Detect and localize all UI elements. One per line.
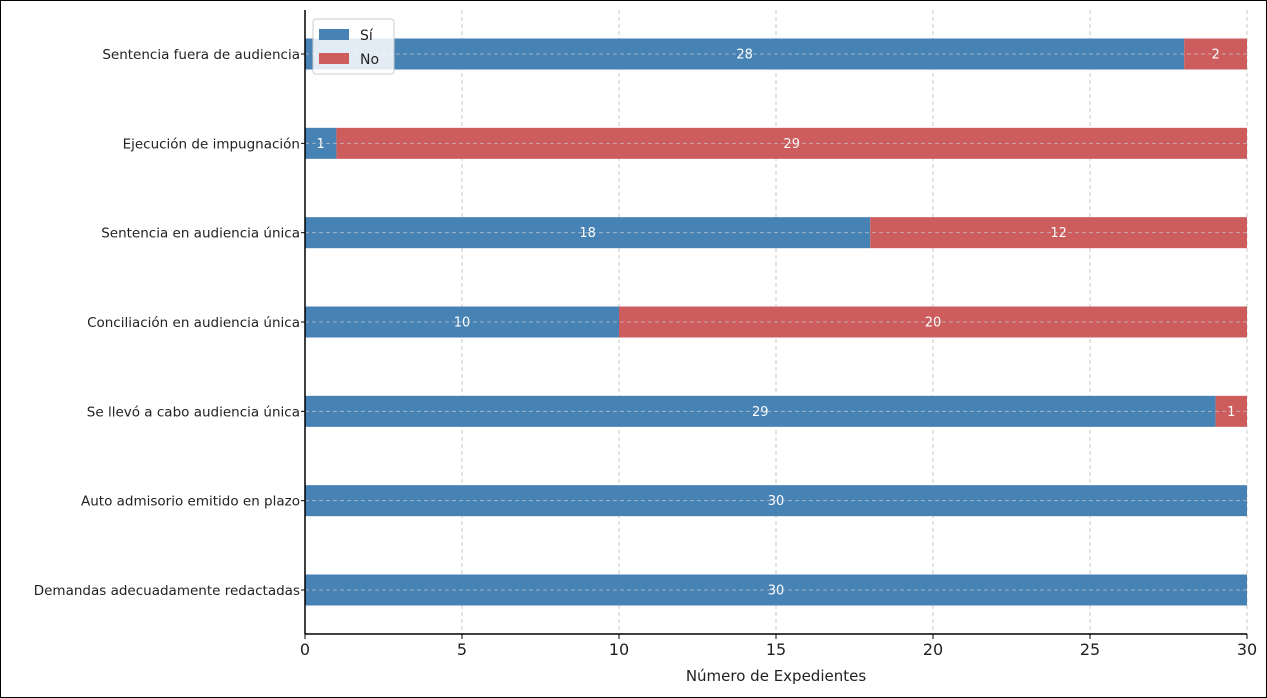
bar-value-label: 12 xyxy=(1050,226,1067,241)
category-label: Ejecución de impugnación xyxy=(123,136,300,152)
legend-swatch xyxy=(319,53,349,64)
bar-value-label: 29 xyxy=(783,137,800,152)
legend-label: Sí xyxy=(360,28,374,44)
bar-si xyxy=(305,38,1185,70)
category-label: Conciliación en audiencia única xyxy=(87,315,300,331)
bar-value-label: 30 xyxy=(768,584,785,599)
bar-value-label: 29 xyxy=(752,405,769,420)
x-tick-label: 20 xyxy=(923,640,943,659)
bar-value-label: 10 xyxy=(454,316,471,331)
bar-no xyxy=(619,306,1247,338)
category-label: Se llevó a cabo audiencia única xyxy=(87,404,300,420)
x-tick-label: 10 xyxy=(609,640,629,659)
x-axis-label: Número de Expedientes xyxy=(686,667,867,685)
bar-no xyxy=(870,217,1247,249)
category-label: Auto admisorio emitido en plazo xyxy=(81,494,300,510)
bar-value-label: 28 xyxy=(736,48,753,63)
legend-swatch xyxy=(319,29,349,40)
legend: Sí No xyxy=(312,18,395,75)
legend-label: No xyxy=(360,52,379,68)
x-tick-label: 15 xyxy=(766,640,786,659)
category-label: Demandas adecuadamente redactadas xyxy=(34,583,300,599)
bar-value-label: 20 xyxy=(925,316,942,331)
x-tick-label: 0 xyxy=(300,640,310,659)
bar-value-label: 1 xyxy=(317,137,325,152)
bar-value-label: 30 xyxy=(768,494,785,509)
bar-value-label: 18 xyxy=(579,226,596,241)
x-tick-label: 30 xyxy=(1237,640,1257,659)
legend-box xyxy=(312,18,395,75)
bars: 30 30 29 1 10 20 18 12 1 29 28 2 xyxy=(305,38,1247,606)
x-tick-label: 5 xyxy=(457,640,467,659)
x-tick-labels: 0 5 10 15 20 25 30 xyxy=(300,634,1257,659)
category-labels: Demandas adecuadamente redactadas Auto ad… xyxy=(34,47,305,599)
bar-value-label: 1 xyxy=(1227,405,1235,420)
x-tick-label: 25 xyxy=(1080,640,1100,659)
category-label: Sentencia en audiencia única xyxy=(101,226,300,242)
category-label: Sentencia fuera de audiencia xyxy=(102,47,300,63)
bar-value-label: 2 xyxy=(1211,48,1219,63)
